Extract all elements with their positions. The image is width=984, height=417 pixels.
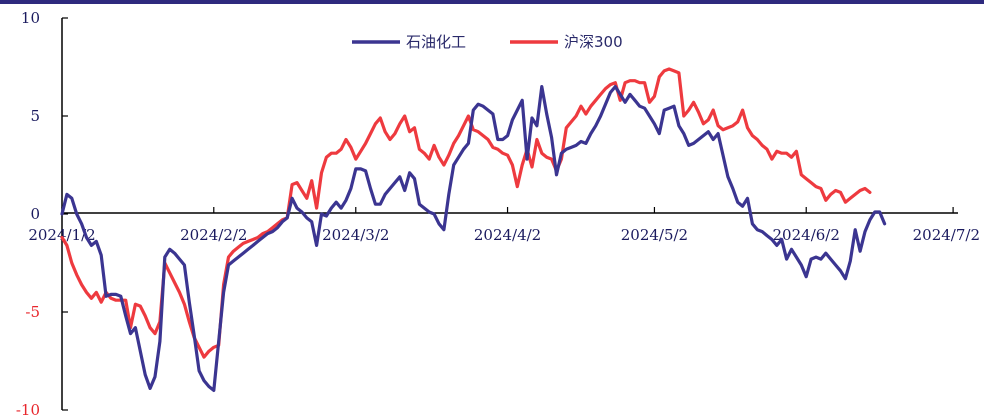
x-tick-label: 2024/4/2 [474,226,541,244]
x-tick-label: 2024/7/2 [913,226,980,244]
y-tick-label: 0 [30,205,40,223]
x-tick-label: 2024/3/2 [322,226,389,244]
x-tick-label: 2024/1/2 [28,226,95,244]
top-rule [0,0,984,4]
x-tick-label: 2024/6/2 [773,226,840,244]
y-tick-label: -5 [25,303,40,321]
legend-label-series-1: 石油化工 [406,33,466,51]
series-line-1 [60,85,887,392]
x-tick-label: 2024/5/2 [621,226,688,244]
legend: 石油化工 沪深300 [352,33,623,51]
legend-label-series-2: 沪深300 [564,33,623,51]
y-tick-label: 10 [21,9,40,27]
y-tick-label: 5 [30,107,40,125]
y-tick-label: -10 [16,401,40,417]
x-tick-label: 2024/2/2 [180,226,247,244]
